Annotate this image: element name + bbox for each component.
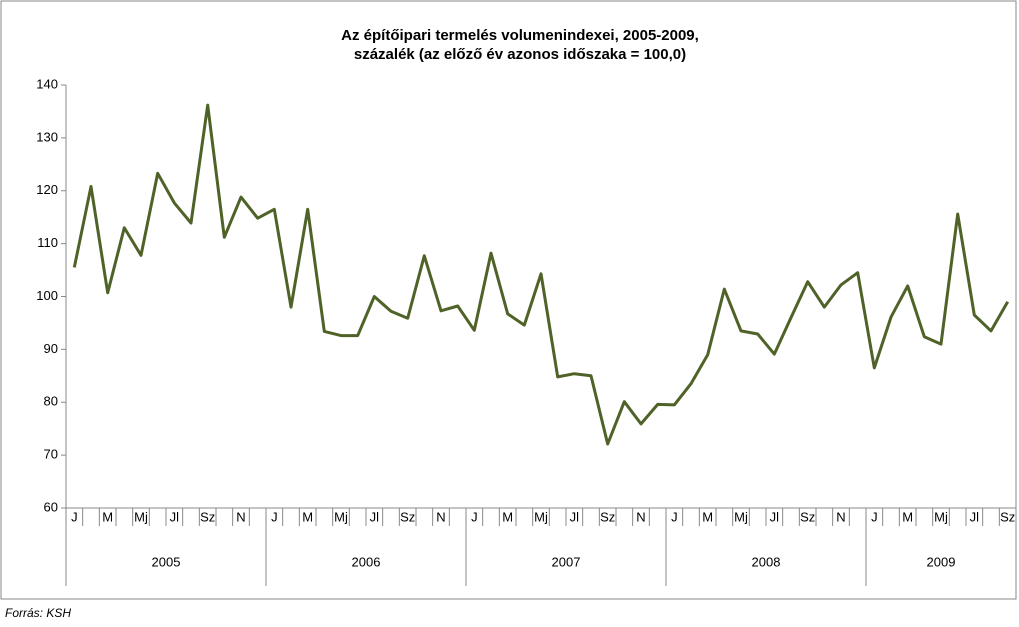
x-tick-label: Sz (800, 509, 815, 524)
x-tick-label: Jl (370, 509, 380, 524)
x-tick-label: N (436, 509, 445, 524)
chart-title: Az építőipari termelés volumenindexei, 2… (341, 27, 699, 44)
y-tick-label: 120 (36, 182, 58, 197)
y-tick-label: 140 (36, 76, 58, 91)
source-note: Forrás: KSH (5, 606, 71, 620)
x-tick-label: N (236, 509, 245, 524)
y-tick-label: 80 (44, 394, 58, 409)
year-label: 2009 (927, 554, 956, 569)
x-tick-label: J (471, 509, 478, 524)
chart-title: százalék (az előző év azonos időszaka = … (354, 46, 686, 63)
y-tick-label: 70 (44, 447, 58, 462)
x-tick-label: Mj (134, 509, 148, 524)
data-line (72, 103, 1010, 446)
x-tick-label: M (502, 509, 513, 524)
x-tick-label: Jl (970, 509, 980, 524)
y-tick-label: 100 (36, 288, 58, 303)
chart-frame (0, 0, 1017, 600)
year-label: 2005 (152, 554, 181, 569)
x-tick-label: M (902, 509, 913, 524)
year-label: 2007 (552, 554, 581, 569)
x-tick-label: Sz (600, 509, 615, 524)
y-tick-label: 130 (36, 129, 58, 144)
x-tick-label: Mj (734, 509, 748, 524)
x-tick-label: Mj (534, 509, 548, 524)
x-tick-label: J (671, 509, 678, 524)
x-tick-label: N (836, 509, 845, 524)
x-tick-label: Jl (170, 509, 180, 524)
x-tick-label: Mj (334, 509, 348, 524)
y-tick-label: 110 (37, 235, 58, 250)
x-tick-label: J (871, 509, 878, 524)
x-tick-label: Mj (934, 509, 948, 524)
x-tick-label: M (302, 509, 313, 524)
y-tick-label: 90 (44, 341, 58, 356)
x-tick-label: Jl (570, 509, 580, 524)
year-label: 2008 (752, 554, 781, 569)
x-tick-label: N (636, 509, 645, 524)
y-tick-label: 60 (44, 499, 58, 514)
x-tick-label: M (702, 509, 713, 524)
x-tick-label: Jl (770, 509, 780, 524)
x-tick-label: M (102, 509, 113, 524)
year-label: 2006 (352, 554, 381, 569)
x-tick-label: J (71, 509, 78, 524)
x-tick-label: J (271, 509, 278, 524)
x-tick-label: Sz (200, 509, 215, 524)
x-tick-label: Sz (1000, 509, 1015, 524)
x-tick-label: Sz (400, 509, 415, 524)
